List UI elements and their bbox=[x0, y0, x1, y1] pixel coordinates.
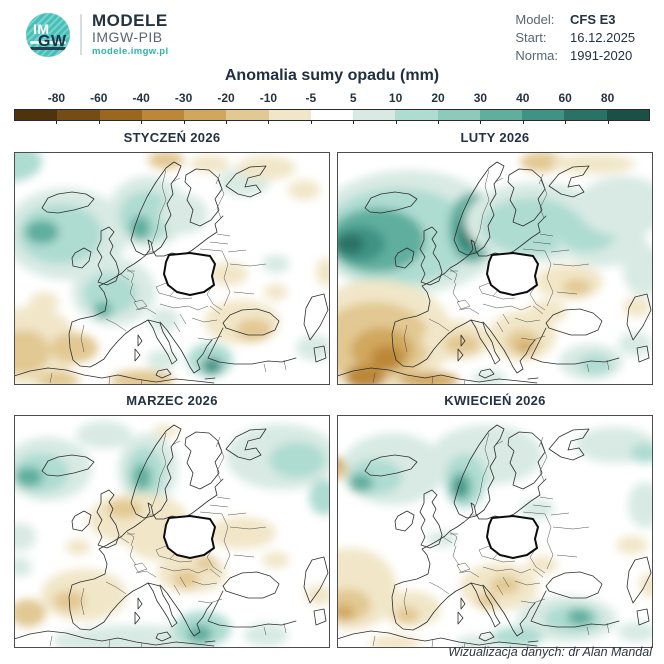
anomaly-map-february bbox=[337, 152, 653, 385]
colorbar-segment bbox=[437, 110, 480, 120]
colorbar-segment bbox=[15, 110, 58, 120]
colorbar-tick-label: -10 bbox=[259, 91, 278, 105]
page-title: Anomalia sumy opadu (mm) bbox=[224, 67, 440, 84]
colorbar-tick-label: -20 bbox=[217, 91, 235, 105]
colorbar-tick-label: 40 bbox=[516, 91, 530, 105]
model-info-block: Model: CFS E3 Start: 16.12.2025 Norma: 1… bbox=[515, 12, 648, 64]
panel-january: STYCZEŃ 2026 bbox=[14, 130, 330, 385]
brand-name: MODELE bbox=[92, 11, 168, 30]
norm-label: Norma: bbox=[515, 48, 558, 63]
panel-march: MARZEC 2026 bbox=[14, 393, 330, 648]
colorbar-tick-mark bbox=[183, 121, 185, 124]
colorbar-segment bbox=[226, 110, 269, 120]
norm-value: 1991-2020 bbox=[570, 48, 633, 63]
panel-title-february: LUTY 2026 bbox=[460, 130, 530, 145]
anomaly-map-march bbox=[14, 415, 330, 648]
colorbar-tick-label: -5 bbox=[305, 91, 317, 105]
colorbar-segment bbox=[395, 110, 438, 120]
colorbar-tick-mark bbox=[522, 121, 524, 124]
colorbar-tick-mark bbox=[226, 121, 227, 124]
colorbar-segment bbox=[268, 110, 311, 120]
brand-website-link[interactable]: modele.imgw.pl bbox=[92, 46, 169, 57]
colorbar-tick-mark bbox=[565, 121, 567, 124]
colorbar-segment bbox=[57, 110, 100, 120]
colorbar-segment bbox=[310, 110, 354, 120]
imgw-logo: IM GW bbox=[26, 13, 70, 57]
colorbar-tick-label: 20 bbox=[431, 91, 445, 105]
colorbar-tick-label: 30 bbox=[473, 91, 488, 105]
colorbar-tick-label: 10 bbox=[388, 91, 403, 105]
colorbar-segment bbox=[353, 110, 396, 120]
colorbar-tick-mark bbox=[98, 121, 100, 124]
colorbar-segment bbox=[564, 110, 607, 120]
colorbar-tick-label: 80 bbox=[600, 91, 615, 105]
panel-february: LUTY 2026 bbox=[337, 130, 653, 385]
brand-subtitle: IMGW-PIB bbox=[92, 29, 163, 45]
colorbar-tick-mark bbox=[56, 121, 58, 124]
logo-wave-line bbox=[30, 47, 66, 50]
model-value: CFS E3 bbox=[570, 12, 616, 27]
model-label: Model: bbox=[515, 12, 555, 27]
colorbar-tick-mark bbox=[480, 121, 482, 124]
colorbar-tick-mark bbox=[141, 121, 143, 124]
colorbar-segment bbox=[606, 110, 649, 120]
colorbar-segment bbox=[479, 110, 523, 120]
logo-monogram-im: IM bbox=[33, 21, 50, 37]
colorbar-tick-mark bbox=[353, 121, 355, 124]
colorbar-tick-label: 60 bbox=[558, 91, 572, 105]
logo-wave-line bbox=[30, 41, 66, 44]
colorbar-segment bbox=[184, 110, 227, 120]
logo-monogram-gw: GW bbox=[38, 33, 67, 50]
colorbar-tick-label: 5 bbox=[349, 91, 357, 105]
colorbar-tick-label: -60 bbox=[90, 91, 108, 105]
colorbar-tick-mark bbox=[310, 121, 312, 124]
colorbar-tick-label: -80 bbox=[47, 91, 66, 105]
colorbar-segment bbox=[99, 110, 142, 120]
colorbar-tick-mark bbox=[438, 121, 439, 124]
start-label: Start: bbox=[515, 30, 547, 45]
anomaly-map-january bbox=[14, 152, 330, 385]
colorbar-tick-label: -40 bbox=[132, 91, 150, 105]
colorbar-tick-label: -30 bbox=[174, 91, 193, 105]
panel-april: KWIECIEŃ 2026 bbox=[337, 393, 653, 648]
start-value: 16.12.2025 bbox=[570, 30, 636, 45]
panel-title-january: STYCZEŃ 2026 bbox=[123, 130, 221, 145]
colorbar-segment bbox=[141, 110, 185, 120]
colorbar-tick-mark bbox=[268, 121, 270, 124]
colorbar-segment bbox=[522, 110, 565, 120]
panel-title-march: MARZEC 2026 bbox=[126, 393, 218, 408]
colorbar bbox=[14, 109, 650, 121]
colorbar-tick-mark bbox=[395, 121, 397, 124]
logo-divider bbox=[80, 14, 82, 55]
attribution-text: Wizualizacja danych: dr Alan Mandal bbox=[448, 645, 652, 659]
panel-title-april: KWIECIEŃ 2026 bbox=[444, 393, 546, 408]
colorbar-tick-mark bbox=[607, 121, 609, 124]
anomaly-map-april bbox=[337, 415, 653, 648]
